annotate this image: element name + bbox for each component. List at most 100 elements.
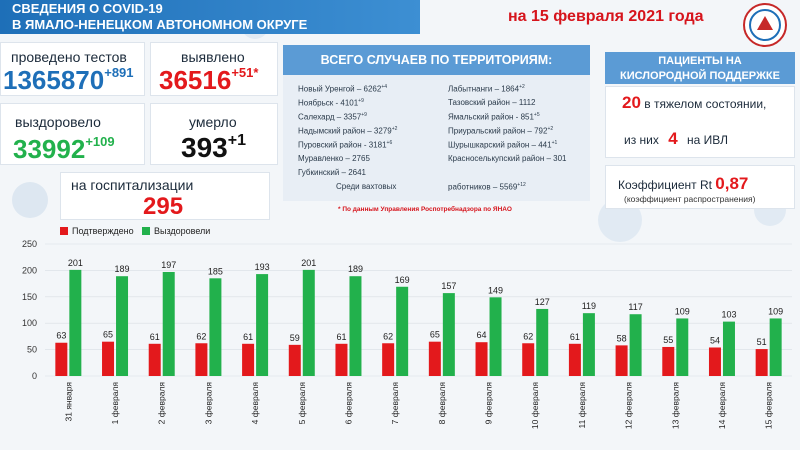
bar-confirmed — [288, 344, 301, 376]
tests-delta: +891 — [104, 65, 134, 80]
x-tick-label: 13 февраля — [670, 382, 680, 429]
report-date: на 15 февраля 2021 года — [508, 8, 704, 25]
data-label: 61 — [336, 332, 346, 342]
territory-item: Приуральский район – 792+2 — [448, 126, 554, 136]
territory-item: Шурышкарский район – 441+1 — [448, 140, 558, 150]
x-tick-label: 7 февраля — [390, 382, 400, 425]
x-tick-label: 12 февраля — [624, 382, 634, 429]
recovered-label: выздоровело — [15, 114, 101, 130]
died-value: 393 — [181, 132, 228, 163]
data-label: 117 — [628, 302, 642, 312]
page-title: СВЕДЕНИЯ О COVID-19 В ЯМАЛО-НЕНЕЦКОМ АВТ… — [0, 0, 420, 34]
rt-sub: (коэффициент распространения) — [624, 194, 756, 204]
data-label: 149 — [488, 285, 503, 295]
ivl-post: на ИВЛ — [687, 133, 729, 147]
died-label: умерло — [189, 114, 237, 130]
bar-recovered — [209, 278, 222, 376]
x-tick-label: 14 февраля — [717, 382, 727, 429]
x-tick-label: 4 февраля — [250, 382, 260, 425]
data-label: 61 — [570, 332, 580, 342]
x-tick-label: 8 февраля — [437, 382, 447, 425]
recovered-card: выздоровело 33992+109 — [0, 103, 145, 165]
territory-title: ВСЕГО СЛУЧАЕВ ПО ТЕРРИТОРИЯМ: — [283, 45, 590, 75]
bar-confirmed — [755, 349, 768, 376]
bar-chart: 0 50 100 150 200 250 63 201 31 января 65 189 1 февр… — [22, 239, 792, 429]
data-label: 61 — [150, 332, 160, 342]
tests-label: проведено тестов — [11, 49, 127, 65]
y-tick-label: 50 — [27, 345, 37, 355]
severe-value: 20 — [622, 93, 641, 112]
x-tick-label: 1 февраля — [110, 382, 120, 425]
title-line-2: В ЯМАЛО-НЕНЕЦКОМ АВТОНОМНОМ ОКРУГЕ — [12, 17, 308, 32]
bar-confirmed — [242, 343, 255, 376]
y-tick-label: 0 — [32, 371, 37, 381]
bar-confirmed — [195, 343, 208, 376]
bar-recovered — [629, 314, 642, 376]
data-label: 119 — [582, 301, 596, 311]
data-label: 62 — [383, 331, 393, 341]
data-label: 201 — [301, 258, 316, 268]
bar-confirmed — [335, 343, 348, 376]
x-tick-label: 6 февраля — [343, 382, 353, 425]
bar-recovered — [302, 269, 315, 376]
shift-value: работников – 5569+12 — [448, 182, 526, 192]
x-tick-label: 3 февраля — [203, 382, 213, 425]
data-label: 103 — [721, 310, 736, 320]
tests-card: проведено тестов 1365870+891 — [0, 42, 145, 96]
oxygen-card: 20 в тяжелом состоянии, из них 4 на ИВЛ — [605, 86, 795, 158]
y-tick-label: 150 — [22, 292, 37, 302]
detected-card: выявлено 36516+51* — [150, 42, 278, 96]
data-label: 193 — [255, 262, 270, 272]
territory-item: Ямальский район - 851+5 — [448, 112, 540, 122]
territory-item: Тазовский район – 1112 — [448, 98, 536, 107]
data-label: 185 — [208, 266, 223, 276]
bar-recovered — [396, 286, 409, 376]
bar-recovered — [162, 271, 175, 376]
data-label: 61 — [243, 332, 253, 342]
bar-recovered — [69, 269, 82, 376]
recovered-delta: +109 — [85, 134, 115, 149]
data-label: 59 — [290, 333, 300, 343]
territory-item: Пуровский район - 3181+6 — [298, 140, 393, 150]
data-label: 55 — [663, 335, 673, 345]
x-tick-label: 11 февраля — [577, 382, 587, 429]
bar-recovered — [536, 308, 549, 376]
rt-label: Коэффициент Rt — [618, 178, 712, 192]
bar-confirmed — [708, 347, 721, 376]
source-note: * По данным Управления Роспотребнадзора … — [338, 206, 512, 213]
died-delta: +1 — [227, 132, 246, 149]
data-label: 169 — [395, 275, 410, 285]
shift-label: Среди вахтовых — [336, 182, 397, 191]
severe-label: в тяжелом состоянии, — [644, 97, 767, 111]
y-tick-label: 100 — [22, 318, 37, 328]
bar-confirmed — [475, 342, 488, 376]
data-label: 63 — [56, 331, 66, 341]
bar-confirmed — [662, 346, 675, 376]
bar-confirmed — [568, 343, 581, 376]
detected-label: выявлено — [181, 49, 245, 65]
legend-swatch-green — [142, 227, 150, 235]
detected-delta: +51* — [231, 65, 259, 80]
x-tick-label: 5 февраля — [297, 382, 307, 425]
hosp-value: 295 — [143, 193, 184, 220]
bar-confirmed — [382, 343, 395, 376]
hospitalized-card: на госпитализации 295 — [60, 172, 270, 220]
x-tick-label: 15 февраля — [764, 382, 774, 429]
legend-confirmed: Подтверждено — [60, 226, 134, 236]
data-label: 65 — [430, 330, 440, 340]
territory-item: Лабытнанги – 1864+2 — [448, 84, 525, 94]
bar-confirmed — [522, 343, 535, 376]
bar-recovered — [489, 297, 502, 376]
data-label: 51 — [757, 337, 767, 347]
bar-recovered — [722, 321, 735, 376]
data-label: 65 — [103, 330, 113, 340]
x-tick-label: 31 января — [63, 382, 73, 422]
data-label: 64 — [477, 330, 487, 340]
bar-confirmed — [428, 341, 441, 376]
x-tick-label: 10 февраля — [530, 382, 540, 429]
hosp-label: на госпитализации — [71, 177, 194, 193]
y-tick-label: 200 — [22, 265, 37, 275]
data-label: 189 — [115, 264, 130, 274]
bar-confirmed — [148, 343, 161, 376]
oxygen-title: ПАЦИЕНТЫ НА КИСЛОРОДНОЙ ПОДДЕРЖКЕ — [605, 52, 795, 84]
